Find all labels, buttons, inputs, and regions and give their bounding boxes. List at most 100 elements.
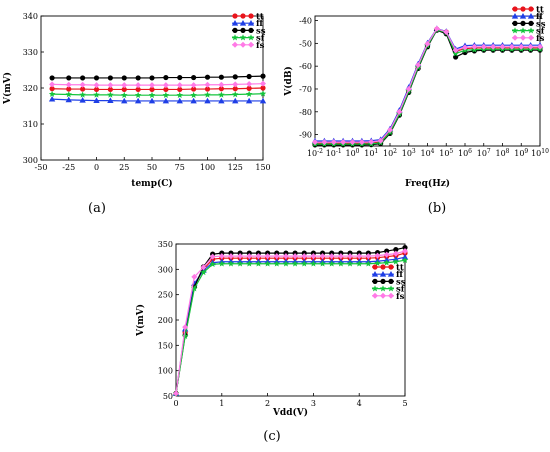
x-tick-label: 125 (228, 163, 243, 172)
data-point-ss (163, 74, 169, 81)
y-axis-label: V(mV) (2, 72, 13, 105)
data-point-ss (347, 250, 353, 256)
data-point-fs (405, 85, 412, 92)
data-point-ss (49, 75, 55, 81)
legend-marker-ss (248, 27, 254, 33)
data-point-sf (328, 260, 335, 267)
data-point-fs (273, 253, 280, 260)
data-point-ss (310, 250, 316, 256)
x-axis-label: Vdd(V) (272, 407, 308, 418)
data-point-fs (337, 253, 344, 260)
data-point-fs (218, 81, 225, 88)
data-point-ss (283, 250, 289, 256)
x-tick-label: 103 (402, 148, 416, 158)
legend-marker-fs (380, 292, 386, 299)
data-point-fs (330, 139, 337, 146)
data-point-ss (255, 250, 262, 256)
data-point-fs (282, 253, 289, 260)
data-point-ss (453, 54, 459, 60)
data-point-sf (383, 259, 390, 266)
x-tick-label: 1 (219, 399, 224, 408)
series-line-ss (175, 246, 406, 394)
legend-marker-fs (248, 41, 254, 48)
data-point-fs (508, 43, 515, 50)
data-point-ff (121, 97, 128, 104)
data-point-ss (177, 74, 183, 81)
data-point-ss (232, 74, 238, 80)
data-point-ss (135, 75, 141, 81)
data-point-ff (48, 95, 56, 102)
data-point-fs (209, 253, 216, 260)
legend-marker-tt (528, 6, 534, 12)
data-point-ss (80, 75, 86, 81)
legend-marker-ff (527, 13, 535, 19)
y-tick-label: 200 (158, 316, 173, 325)
data-point-ff (218, 97, 225, 104)
data-point-fs (200, 264, 207, 271)
series-ff (48, 95, 267, 104)
data-point-fs (246, 81, 253, 88)
data-point-fs (452, 47, 459, 54)
x-tick-label: 150 (255, 163, 270, 172)
data-point-sf (355, 260, 363, 267)
data-point-fs (340, 139, 347, 146)
x-axis-label: Freq(Hz) (405, 178, 450, 189)
y-tick-label: -90 (299, 131, 312, 140)
series-fs (49, 80, 266, 89)
data-point-fs (65, 81, 72, 88)
data-point-ff (190, 97, 197, 104)
y-tick-label: 350 (158, 240, 173, 249)
legend-marker-tt (232, 13, 238, 19)
data-point-ff (162, 97, 170, 104)
x-tick-label: 3 (311, 399, 316, 408)
data-point-ss (356, 250, 362, 256)
y-tick-label: 340 (23, 12, 38, 21)
x-tick-label: 106 (458, 148, 472, 158)
data-point-ss (274, 250, 280, 256)
data-point-fs (374, 252, 381, 259)
data-point-ss (260, 73, 266, 79)
legend-marker-tt (380, 264, 386, 270)
x-tick-label: 100 (200, 163, 215, 172)
data-point-tt (93, 86, 100, 93)
legend-label-ff: ff (536, 12, 544, 22)
data-point-sf (246, 260, 253, 267)
data-point-ff (107, 97, 114, 103)
data-point-fs (518, 43, 525, 50)
x-tick-label: 5 (402, 399, 407, 408)
legend-marker-sf (387, 285, 395, 292)
series-line-tt (175, 252, 406, 394)
data-point-sf (264, 260, 271, 267)
data-point-ss (301, 250, 307, 256)
data-point-fs (537, 43, 543, 50)
legend-marker-ss (232, 27, 238, 33)
data-point-ff (134, 97, 142, 104)
legend-marker-ss (380, 278, 386, 284)
data-point-fs (527, 43, 534, 50)
legend-marker-fs (240, 41, 246, 48)
legend-marker-sf (519, 27, 527, 34)
series-line-fs (175, 250, 406, 394)
x-tick-label: 104 (420, 148, 434, 158)
data-point-fs (149, 82, 155, 89)
data-point-ss (246, 73, 252, 80)
series-line-sf (52, 93, 264, 96)
data-point-fs (328, 253, 335, 260)
data-point-ss (149, 75, 155, 81)
data-point-sf (48, 90, 56, 97)
data-point-sf (121, 91, 128, 98)
legend-marker-ff (371, 271, 379, 277)
data-point-ss (93, 75, 100, 81)
y-tick-label: 250 (158, 291, 173, 300)
legend-label-ss: ss (536, 19, 546, 29)
data-point-ss (265, 250, 271, 256)
data-point-fs (499, 43, 506, 50)
series-line-ff (175, 256, 406, 394)
x-tick-label: -25 (62, 163, 75, 172)
y-tick-label: -70 (299, 85, 312, 94)
y-tick-label: 100 (158, 367, 173, 376)
x-tick-label: 108 (495, 148, 509, 158)
legend-label-fs: fs (536, 34, 545, 44)
data-point-fs (368, 138, 375, 145)
